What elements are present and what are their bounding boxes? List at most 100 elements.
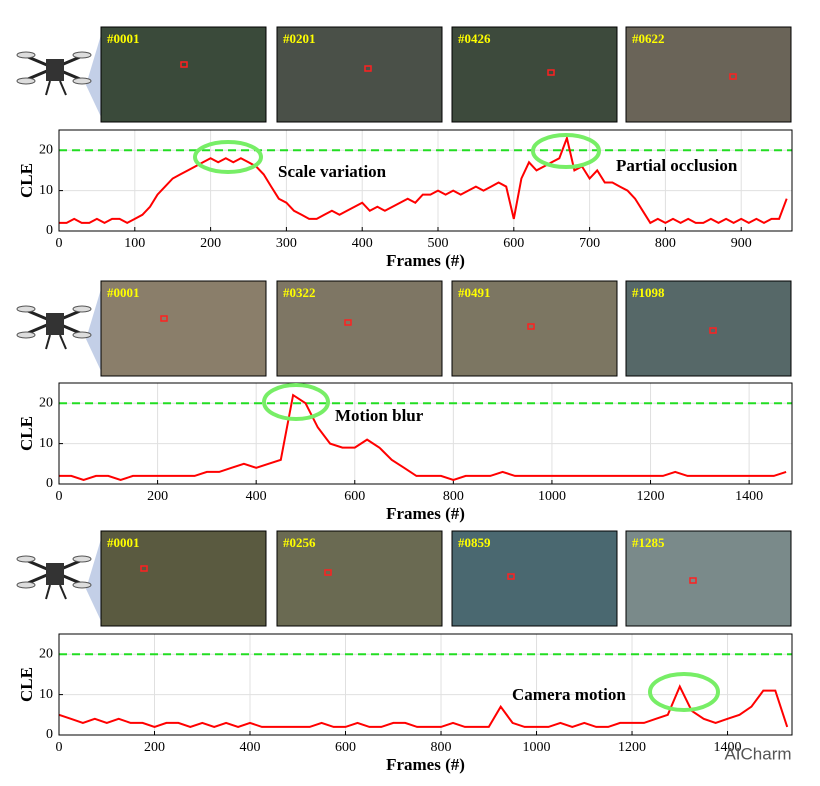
- thumbnail: [625, 280, 792, 377]
- view-cone: [86, 539, 101, 621]
- frame-label: #0001: [107, 535, 140, 550]
- drone-rotor: [72, 305, 92, 313]
- x-tick-label: 200: [144, 740, 165, 755]
- drone-rotor: [16, 581, 36, 589]
- x-tick-label: 800: [655, 236, 676, 251]
- data-line: [59, 134, 788, 225]
- y-tick-label: 20: [39, 395, 53, 410]
- plot-area: [59, 383, 792, 484]
- drone-rotor: [16, 331, 36, 339]
- data-line: [59, 393, 787, 482]
- frame-label: #1098: [632, 285, 665, 300]
- thumbnail: [100, 530, 267, 627]
- drone-leg: [59, 334, 67, 350]
- thumbnail: [276, 280, 443, 377]
- y-tick-label: 10: [39, 183, 53, 198]
- drone-leg: [45, 80, 51, 96]
- y-tick-label: 10: [39, 687, 53, 702]
- drone-icon: [16, 305, 92, 350]
- target-box: [344, 319, 352, 326]
- highlight-ellipse: [193, 140, 263, 174]
- x-tick-label: 500: [428, 236, 449, 251]
- frame-label: #0256: [283, 535, 316, 550]
- drone-rotor: [72, 331, 92, 339]
- view-cone: [86, 289, 101, 371]
- y-axis-label: CLE: [17, 416, 36, 451]
- x-tick-label: 600: [335, 740, 356, 755]
- y-tick-label: 10: [39, 436, 53, 451]
- frame-label: #0622: [632, 31, 665, 46]
- x-tick-label: 200: [200, 236, 221, 251]
- view-cone: [86, 35, 101, 117]
- frame-label: #0201: [283, 31, 316, 46]
- plot-frame: [58, 633, 793, 736]
- plot-frame: [58, 382, 793, 485]
- drone-rotor: [72, 51, 92, 59]
- y-axis-label: CLE: [17, 163, 36, 198]
- target-box: [324, 569, 332, 576]
- frame-label: #0001: [107, 31, 140, 46]
- x-tick-label: 0: [56, 489, 63, 504]
- y-tick-label: 20: [39, 142, 53, 157]
- drone-body: [46, 563, 64, 585]
- annotation: Scale variation: [278, 162, 387, 181]
- drone-leg: [59, 80, 67, 96]
- x-tick-label: 600: [344, 489, 365, 504]
- annotation: Partial occlusion: [616, 156, 738, 175]
- x-tick-label: 1000: [538, 489, 566, 504]
- x-tick-label: 1200: [637, 489, 665, 504]
- target-box: [507, 573, 515, 580]
- watermark: AICharm: [724, 744, 791, 763]
- y-tick-label: 0: [46, 727, 53, 742]
- data-line: [58, 684, 789, 728]
- frame-label: #0001: [107, 285, 140, 300]
- drone-rotor: [16, 555, 36, 563]
- x-tick-label: 100: [124, 236, 145, 251]
- drone-rotor: [72, 77, 92, 85]
- drone-body: [46, 59, 64, 81]
- y-tick-label: 0: [46, 476, 53, 491]
- target-box: [689, 577, 697, 584]
- y-tick-label: 0: [46, 223, 53, 238]
- annotation: Motion blur: [335, 406, 424, 425]
- target-box: [729, 73, 737, 80]
- x-tick-label: 900: [731, 236, 752, 251]
- x-tick-label: 1400: [714, 740, 742, 755]
- drone-rotor: [16, 51, 36, 59]
- thumbnail: [625, 530, 792, 627]
- plot-area: [59, 130, 792, 231]
- x-tick-label: 0: [56, 740, 63, 755]
- x-tick-label: 200: [147, 489, 168, 504]
- frame-label: #0426: [458, 31, 491, 46]
- x-axis-label: Frames (#): [386, 251, 465, 270]
- x-axis-label: Frames (#): [386, 504, 465, 523]
- drone-leg: [45, 334, 51, 350]
- x-tick-label: 400: [240, 740, 261, 755]
- target-box: [364, 65, 372, 72]
- x-tick-label: 800: [431, 740, 452, 755]
- thumbnail: [276, 530, 443, 627]
- thumbnail: [100, 280, 267, 377]
- thumbnail: [625, 26, 792, 123]
- drone-icon: [16, 555, 92, 600]
- thumbnail: [451, 530, 618, 627]
- target-box: [547, 69, 555, 76]
- thumbnail: [276, 26, 443, 123]
- target-box: [140, 565, 148, 572]
- x-tick-label: 1200: [618, 740, 646, 755]
- annotation: Camera motion: [512, 685, 626, 704]
- highlight-ellipse: [531, 133, 601, 169]
- target-box: [527, 323, 535, 330]
- drone-rotor: [72, 555, 92, 563]
- x-tick-label: 600: [503, 236, 524, 251]
- x-tick-label: 800: [443, 489, 464, 504]
- x-tick-label: 400: [246, 489, 267, 504]
- frame-label: #0491: [458, 285, 491, 300]
- plot-frame: [58, 129, 793, 232]
- drone-rotor: [16, 305, 36, 313]
- drone-leg: [59, 584, 67, 600]
- thumbnail: [100, 26, 267, 123]
- x-tick-label: 0: [56, 236, 63, 251]
- frame-label: #0322: [283, 285, 316, 300]
